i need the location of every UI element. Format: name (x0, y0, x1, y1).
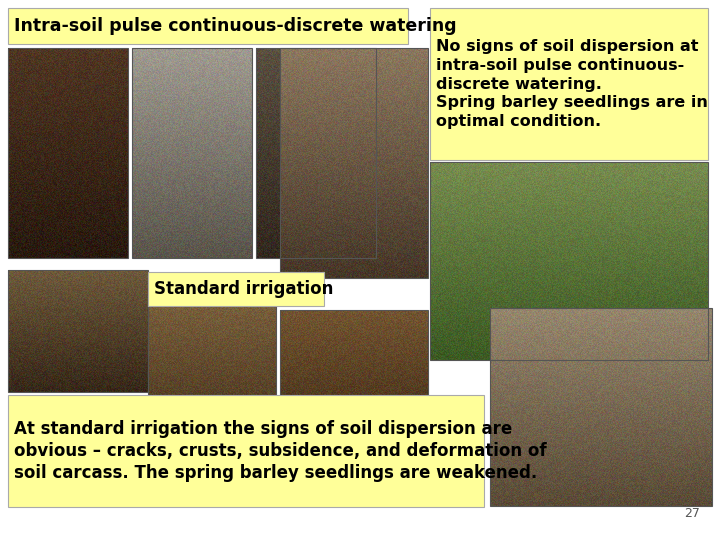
Bar (8, 270, 148, 392)
Bar (430, 162, 708, 360)
Bar (8, 48, 128, 258)
Bar (280, 310, 428, 458)
Bar (132, 48, 252, 258)
Bar (8, 395, 484, 507)
Bar (256, 48, 376, 258)
Bar (148, 272, 324, 306)
Text: No signs of soil dispersion at
intra-soil pulse continuous-
discrete watering.
S: No signs of soil dispersion at intra-soi… (436, 39, 708, 129)
Bar (280, 48, 428, 278)
Text: At standard irrigation the signs of soil dispersion are
obvious – cracks, crusts: At standard irrigation the signs of soil… (14, 420, 546, 482)
Bar (490, 308, 712, 506)
Text: Intra-soil pulse continuous-discrete watering: Intra-soil pulse continuous-discrete wat… (14, 17, 456, 35)
Text: Standard irrigation: Standard irrigation (154, 280, 333, 298)
Bar (148, 306, 276, 456)
Text: 27: 27 (684, 507, 700, 520)
Bar (8, 8, 408, 44)
Bar (430, 8, 708, 160)
